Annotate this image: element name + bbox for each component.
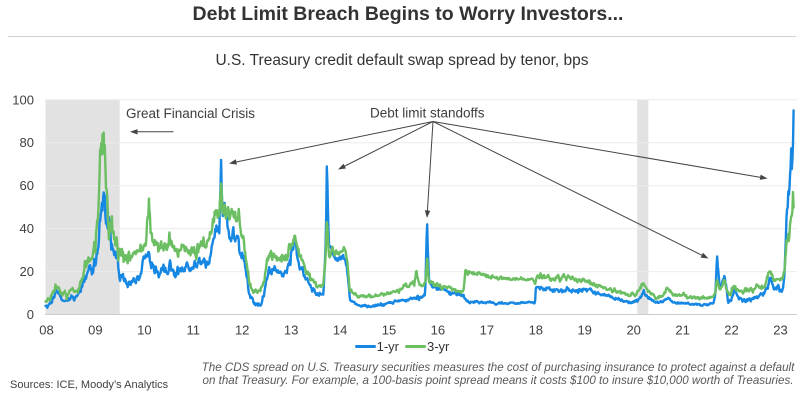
svg-text:Debt limit standoffs: Debt limit standoffs — [370, 106, 485, 121]
svg-text:23: 23 — [773, 322, 787, 337]
svg-text:40: 40 — [20, 221, 34, 236]
svg-text:09: 09 — [88, 322, 102, 337]
svg-text:0: 0 — [27, 307, 34, 322]
svg-text:17: 17 — [480, 322, 494, 337]
svg-text:60: 60 — [20, 178, 34, 193]
svg-text:10: 10 — [137, 322, 151, 337]
svg-text:20: 20 — [20, 264, 34, 279]
svg-text:22: 22 — [724, 322, 738, 337]
svg-text:16: 16 — [431, 322, 445, 337]
svg-text:21: 21 — [675, 322, 689, 337]
svg-text:11: 11 — [187, 322, 201, 337]
svg-text:80: 80 — [20, 135, 34, 150]
svg-text:Great Financial Crisis: Great Financial Crisis — [126, 106, 255, 121]
svg-text:18: 18 — [529, 322, 543, 337]
svg-text:14: 14 — [333, 322, 347, 337]
svg-text:15: 15 — [382, 322, 396, 337]
svg-text:08: 08 — [39, 322, 53, 337]
svg-text:20: 20 — [626, 322, 640, 337]
svg-text:13: 13 — [284, 322, 298, 337]
svg-text:100: 100 — [12, 92, 34, 107]
svg-text:12: 12 — [235, 322, 249, 337]
svg-text:19: 19 — [577, 322, 591, 337]
